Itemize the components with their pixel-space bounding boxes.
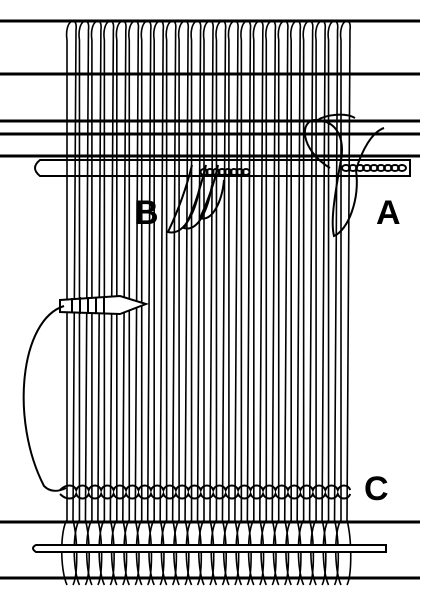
heddle-loops-b — [166, 164, 225, 234]
label-b: B — [134, 194, 159, 232]
warp-thread — [210, 20, 227, 586]
warp-thread — [322, 20, 340, 586]
warp-thread — [260, 20, 277, 586]
warp-thread — [247, 20, 265, 586]
twined-weft-row — [59, 484, 352, 493]
warp-thread — [310, 20, 327, 586]
warp-thread — [272, 20, 290, 586]
warp-thread — [185, 20, 203, 586]
warp-thread — [198, 20, 215, 586]
twined-weft-row — [59, 491, 352, 500]
chain-stitches-a — [341, 164, 407, 172]
warp-thread — [173, 20, 190, 586]
warp-thread — [335, 20, 352, 586]
chain-stitches-b — [199, 168, 251, 176]
weft-thread — [22, 305, 67, 492]
bottom-rod — [32, 544, 387, 553]
warp-thread — [160, 20, 178, 586]
shuttle — [59, 294, 150, 316]
weft-twining-c — [59, 484, 352, 500]
label-a: A — [376, 194, 401, 232]
warp-thread — [297, 20, 315, 586]
warp-thread — [235, 20, 252, 586]
warp-thread — [285, 20, 302, 586]
label-c: C — [364, 470, 389, 508]
chain-stitch — [241, 168, 251, 176]
chain-stitch — [397, 164, 407, 172]
warp-thread — [148, 20, 165, 586]
warp-thread — [222, 20, 240, 586]
heddle-loop-a — [303, 113, 385, 238]
